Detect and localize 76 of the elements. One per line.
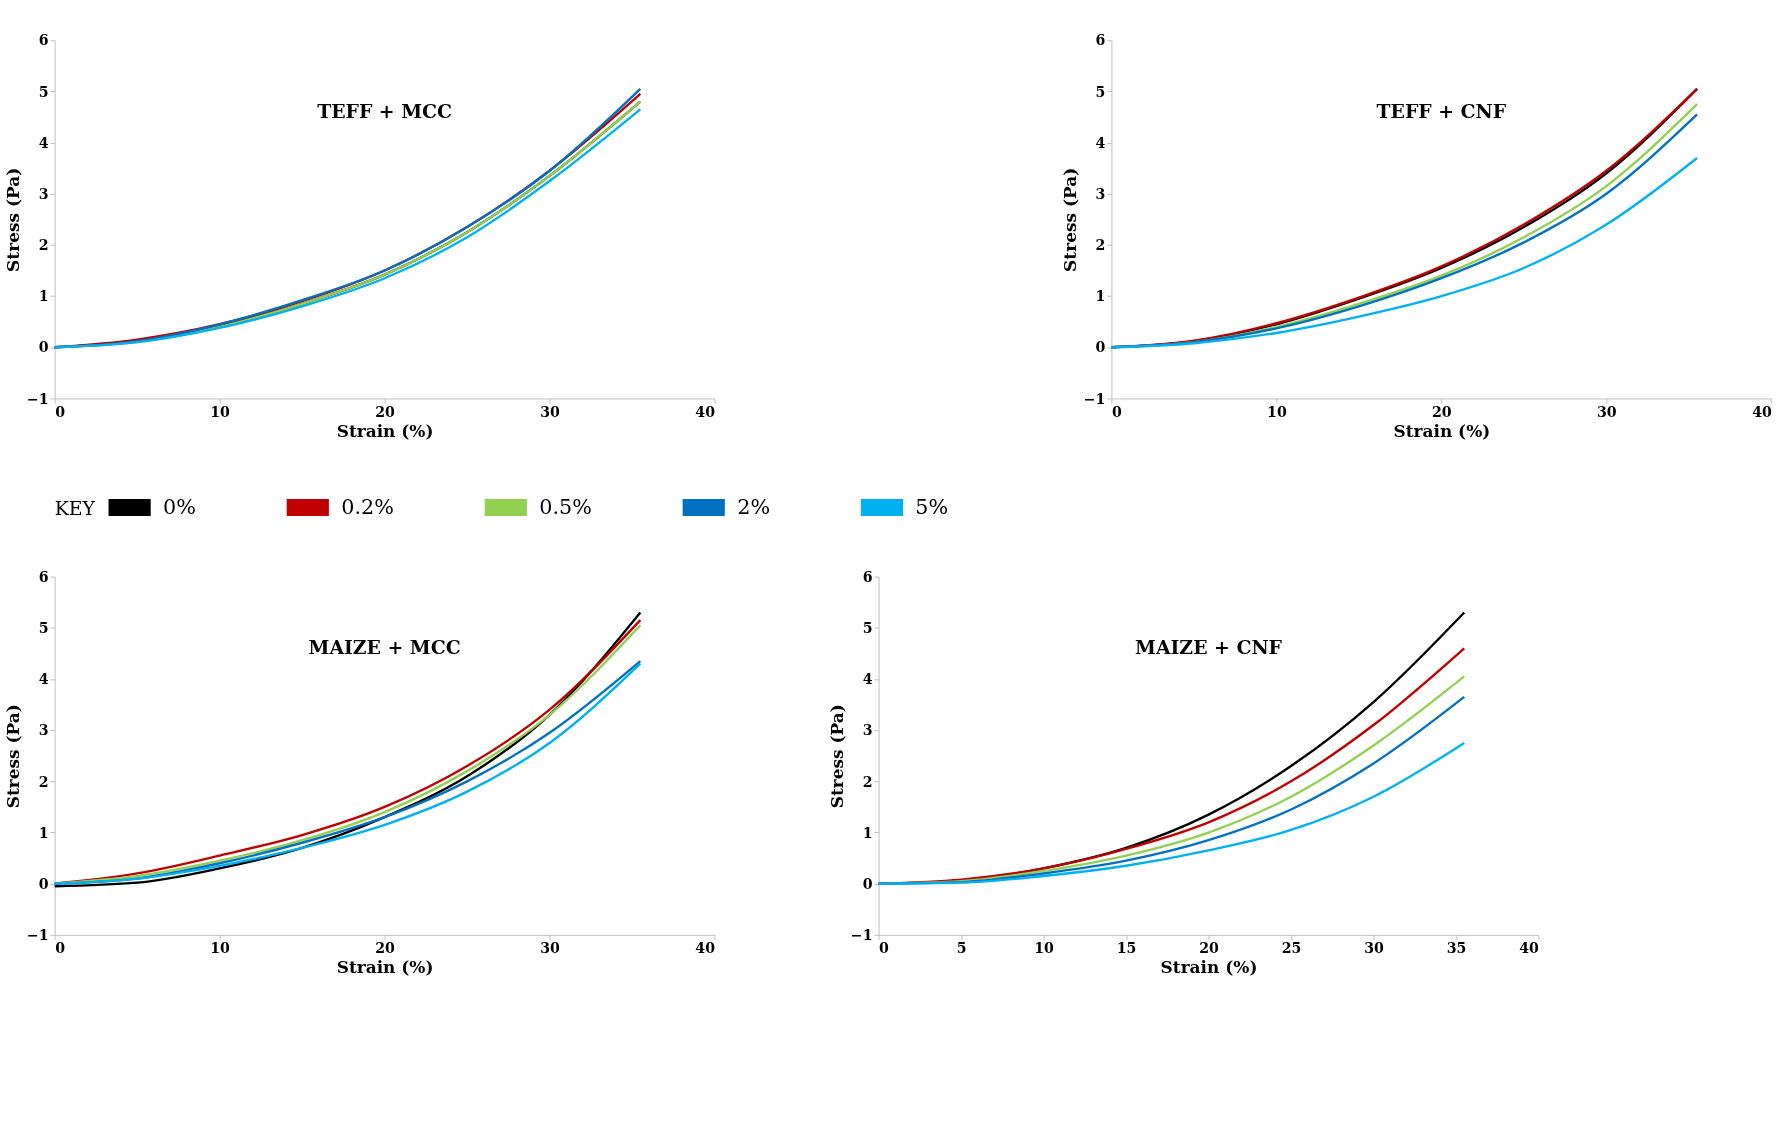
- x-tick-label: 40: [695, 940, 716, 957]
- legend-label: 2%: [737, 495, 771, 520]
- y-tick-label: 1: [862, 824, 873, 841]
- y-tick-label: 3: [38, 722, 49, 739]
- x-tick-label: 5: [956, 940, 967, 957]
- line-series: [1110, 156, 1699, 349]
- annotation: TEFF + MCC: [317, 99, 453, 122]
- annotation: MAIZE + MCC: [308, 635, 461, 658]
- x-axis-title: Strain (%): [336, 957, 434, 978]
- line-series: [877, 741, 1466, 885]
- x-tick-label: 10: [210, 403, 231, 420]
- x-tick-label: 20: [1199, 940, 1220, 957]
- y-tick-label: 5: [38, 620, 49, 637]
- x-tick-label: 0: [55, 940, 66, 957]
- y-tick-label: 3: [38, 185, 49, 202]
- x-tick-label: 20: [375, 940, 396, 957]
- legend-title: KEY: [54, 498, 96, 520]
- annotation: MAIZE + CNF: [1135, 635, 1283, 658]
- y-axis-title: Stress (Pa): [1060, 167, 1081, 272]
- x-axis-title: Strain (%): [1160, 957, 1258, 978]
- y-tick-label: 2: [38, 237, 49, 254]
- y-axis-title: Stress (Pa): [3, 704, 24, 809]
- y-tick-label: 0: [862, 875, 873, 892]
- x-tick-label: 30: [540, 403, 561, 420]
- x-tick-label: 0: [879, 940, 890, 957]
- y-tick-label: 0: [1095, 339, 1106, 356]
- legend-label: 0.5%: [539, 495, 592, 520]
- y-tick-label: 6: [862, 568, 873, 585]
- x-tick-label: 40: [1519, 940, 1540, 957]
- x-tick-label: 10: [210, 940, 231, 957]
- x-tick-label: 0: [55, 403, 66, 420]
- x-tick-label: 30: [1364, 940, 1384, 957]
- y-tick-label: 0: [38, 339, 49, 356]
- x-tick-label: 10: [1267, 403, 1287, 420]
- x-tick-label: 30: [540, 940, 561, 957]
- x-tick-label: 10: [1034, 940, 1055, 957]
- y-tick-label: 3: [862, 722, 873, 739]
- y-axis-title: Stress (Pa): [827, 704, 848, 809]
- y-tick-label: −1: [1083, 390, 1106, 407]
- y-tick-label: −1: [26, 927, 49, 944]
- x-tick-label: 0: [1111, 403, 1122, 420]
- y-tick-label: −1: [850, 927, 873, 944]
- y-tick-label: 1: [38, 288, 49, 305]
- x-tick-label: 20: [375, 403, 396, 420]
- y-tick-label: 5: [1095, 83, 1106, 100]
- y-tick-label: 3: [1095, 185, 1106, 202]
- y-tick-label: 4: [38, 134, 49, 151]
- y-tick-label: 2: [1095, 237, 1106, 254]
- x-tick-label: 40: [1752, 403, 1772, 420]
- legend-label: 5%: [915, 495, 949, 520]
- y-tick-label: 4: [1095, 134, 1106, 151]
- y-tick-label: 6: [38, 32, 49, 49]
- x-tick-label: 35: [1446, 940, 1467, 957]
- y-tick-label: 0: [38, 875, 49, 892]
- y-tick-label: 4: [38, 671, 49, 688]
- x-tick-label: 15: [1116, 940, 1137, 957]
- y-axis-title: Stress (Pa): [3, 167, 24, 272]
- x-tick-label: 30: [1597, 403, 1617, 420]
- x-tick-label: 25: [1281, 940, 1302, 957]
- y-tick-label: 2: [38, 773, 49, 790]
- x-tick-label: 40: [695, 403, 716, 420]
- x-tick-label: 20: [1432, 403, 1452, 420]
- x-axis-title: Strain (%): [1393, 420, 1491, 441]
- y-tick-label: 6: [38, 568, 49, 585]
- y-tick-label: 1: [38, 824, 49, 841]
- y-tick-label: 5: [38, 83, 49, 100]
- y-tick-label: 2: [862, 773, 873, 790]
- legend-label: 0.2%: [341, 495, 394, 520]
- y-tick-label: 1: [1095, 288, 1106, 305]
- y-tick-label: 5: [862, 620, 873, 637]
- y-tick-label: −1: [26, 390, 49, 407]
- annotation: TEFF + CNF: [1376, 99, 1507, 122]
- y-tick-label: 4: [862, 671, 873, 688]
- y-tick-label: 6: [1095, 32, 1106, 49]
- x-axis-title: Strain (%): [336, 420, 434, 441]
- legend-label: 0%: [163, 495, 196, 520]
